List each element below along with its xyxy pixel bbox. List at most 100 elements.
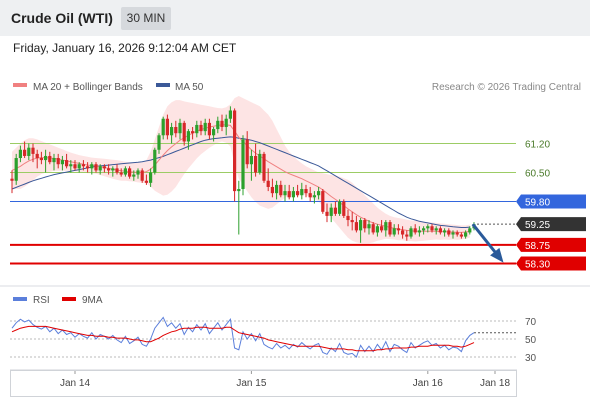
candle-body — [464, 232, 468, 237]
candle — [254, 143, 258, 177]
candle — [426, 224, 430, 233]
candle — [69, 160, 73, 173]
candle-body — [380, 226, 384, 231]
candle — [195, 120, 199, 138]
rsi-ma-legend-swatch — [62, 297, 76, 301]
candle-body — [128, 168, 132, 177]
candle — [144, 174, 148, 185]
candle-body — [447, 230, 451, 235]
timeframe-button[interactable]: 30 MIN — [121, 7, 171, 30]
candle-body — [56, 158, 60, 165]
candle — [308, 186, 312, 202]
candle — [132, 170, 136, 181]
ma50-legend-label: MA 50 — [175, 82, 204, 93]
candle-body — [346, 215, 350, 221]
candle-body — [14, 158, 18, 181]
candle — [270, 178, 274, 198]
candle-body — [149, 172, 153, 183]
candle-body — [60, 160, 64, 165]
ma20-legend-label: MA 20 + Bollinger Bands — [33, 82, 143, 93]
rsi-tick-label: 50 — [525, 335, 537, 346]
candle-body — [321, 191, 325, 212]
candle-body — [207, 122, 211, 136]
candle-body — [241, 139, 245, 190]
level-labels: 61.20 60.50 59.80 59.25 58.75 58.30 — [516, 140, 586, 271]
candle-body — [186, 131, 190, 142]
candle — [443, 228, 447, 237]
candle — [367, 220, 371, 235]
candle — [266, 168, 270, 192]
candle — [291, 186, 295, 202]
candle-body — [94, 164, 98, 171]
candle-body — [388, 222, 392, 235]
level-label: 60.50 — [525, 168, 550, 179]
candle-body — [199, 124, 203, 132]
candle-body — [178, 122, 182, 134]
candle-body — [48, 155, 52, 163]
candle — [119, 168, 123, 177]
candle-body — [354, 222, 358, 231]
candle-body — [405, 234, 409, 237]
candle-body — [417, 230, 421, 233]
candle-body — [325, 211, 329, 216]
candle — [94, 162, 98, 173]
x-tick-label: Jan 15 — [236, 378, 266, 389]
candle — [203, 118, 207, 136]
forecast-arrow-head — [490, 247, 504, 263]
rsi-panel: 70 50 30 — [10, 316, 537, 364]
level-label-box — [516, 256, 586, 271]
ma50-legend-swatch — [156, 83, 170, 87]
candle-body — [144, 180, 148, 183]
candle-body — [86, 166, 90, 169]
candle-body — [224, 118, 228, 128]
candle — [165, 114, 169, 140]
candle-body — [212, 129, 216, 136]
candle-body — [258, 153, 262, 173]
candle — [90, 162, 94, 175]
rsi-legend-swatch — [13, 297, 27, 301]
candle — [325, 203, 329, 223]
rsi-ma-legend-label: 9MA — [82, 295, 103, 306]
x-tick-label: Jan 18 — [480, 378, 510, 389]
candle — [52, 153, 56, 171]
candle-body — [77, 164, 81, 169]
candle-body — [228, 110, 232, 119]
candle — [149, 168, 153, 187]
candle-body — [287, 191, 291, 198]
rsi-ma-line — [11, 325, 475, 352]
candle-body — [153, 149, 157, 173]
candle-body — [396, 228, 400, 231]
candle-body — [296, 191, 300, 196]
candle — [228, 106, 232, 123]
candle — [27, 143, 31, 161]
candle-body — [174, 127, 178, 134]
candle-body — [459, 234, 463, 237]
candle — [170, 122, 174, 144]
candle — [392, 224, 396, 237]
candle — [359, 217, 363, 243]
candle — [350, 211, 354, 231]
candle-body — [266, 180, 270, 187]
research-credit: Research © 2026 Trading Central — [432, 82, 581, 93]
candle — [241, 135, 245, 196]
x-axis: Jan 14 Jan 15 Jan 16 Jan 18 — [60, 370, 510, 389]
candle — [459, 232, 463, 239]
level-label: 59.80 — [525, 197, 550, 208]
candle-body — [359, 220, 363, 231]
candle-body — [308, 193, 312, 198]
candle — [56, 153, 60, 169]
candle — [371, 222, 375, 235]
candle-body — [304, 189, 308, 194]
candle-body — [384, 222, 388, 231]
candle-body — [107, 168, 111, 171]
candle — [409, 226, 413, 239]
candle-body — [102, 166, 106, 169]
candle — [44, 149, 48, 173]
candle — [296, 184, 300, 198]
candle-body — [44, 155, 48, 161]
candle — [434, 226, 438, 235]
rsi-line — [11, 316, 475, 358]
candle — [329, 203, 333, 223]
